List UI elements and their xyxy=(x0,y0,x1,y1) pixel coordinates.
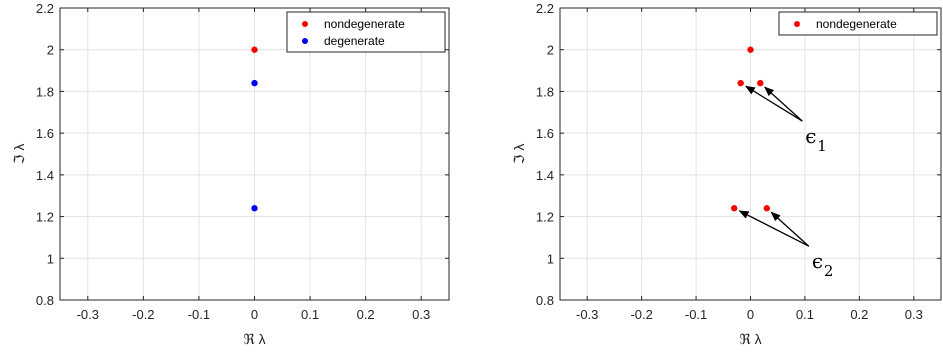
y-tick-label: 1.6 xyxy=(536,126,554,141)
legend-label: nondegenerate xyxy=(324,17,405,31)
epsilon-2-label: ϵ xyxy=(812,249,823,273)
legend-marker xyxy=(794,21,800,27)
data-point xyxy=(747,46,754,53)
x-tick-label: 0.2 xyxy=(357,307,375,322)
legend-marker xyxy=(302,38,308,44)
y-tick-label: 1.2 xyxy=(36,210,54,225)
y-axis-label: ℑ λ xyxy=(511,144,527,165)
epsilon-1-label: ϵ xyxy=(805,124,816,148)
x-tick-label: -0.3 xyxy=(576,307,598,322)
legend: nondegenerate xyxy=(778,11,938,36)
annotation-arrow xyxy=(744,85,803,122)
x-tick-label: 0 xyxy=(251,307,258,322)
y-tick-label: 2.2 xyxy=(36,1,54,16)
y-tick-label: 2.2 xyxy=(536,1,554,16)
x-tick-label: -0.3 xyxy=(77,307,99,322)
legend-box xyxy=(778,11,938,36)
epsilon-subscript-1: 1 xyxy=(817,137,827,155)
y-axis-label: ℑ λ xyxy=(11,144,27,165)
x-tick-label: 0 xyxy=(747,307,754,322)
y-tick-label: 1 xyxy=(547,251,554,266)
legend-label: degenerate xyxy=(324,34,385,48)
x-tick-label: -0.2 xyxy=(132,307,154,322)
y-tick-label: 1 xyxy=(47,251,54,266)
y-tick-label: 1.6 xyxy=(36,126,54,141)
x-tick-label: 0.2 xyxy=(850,307,868,322)
x-tick-label: 0.3 xyxy=(905,307,923,322)
legend-box xyxy=(286,11,446,53)
data-point xyxy=(251,46,258,53)
y-tick-label: 1.8 xyxy=(36,84,54,99)
legend-label: nondegenerate xyxy=(816,17,897,31)
x-axis-label: ℜ λ xyxy=(739,331,761,347)
chart-2: -0.3 -0.2 -0.1 0 0.1 0.2 0.3 0.8 1 1.2 1.4 1.6 1.8 2 2… xyxy=(511,1,942,347)
legend: nondegenerate degenerate xyxy=(286,11,446,53)
x-tick-label: 0.3 xyxy=(412,307,430,322)
y-tick-label: 1.4 xyxy=(536,168,554,183)
data-point xyxy=(763,205,771,212)
data-point xyxy=(251,79,258,87)
x-tick-label: 0.1 xyxy=(796,307,814,322)
data-point xyxy=(730,205,738,212)
y-tick-label: 1.4 xyxy=(36,168,54,183)
y-tick-label: 1.2 xyxy=(536,210,554,225)
data-point xyxy=(757,79,764,87)
annotation-arrow xyxy=(764,86,803,122)
y-tick-label: 0.8 xyxy=(36,293,54,308)
x-axis-label: ℜ λ xyxy=(243,331,265,347)
chart-1: -0.3 -0.2 -0.1 0 0.1 0.2 0.3 0.8 1 1.2 1.4 1.6 1.8 2 2… xyxy=(11,1,450,347)
x-tick-label: 0.1 xyxy=(301,307,319,322)
data-point xyxy=(251,205,258,212)
x-tick-label: -0.1 xyxy=(188,307,210,322)
y-tick-label: 2 xyxy=(547,43,554,58)
annotation-arrow xyxy=(770,211,810,247)
y-tick-label: 1.8 xyxy=(536,84,554,99)
y-tick-label: 2 xyxy=(47,43,54,58)
x-tick-label: -0.2 xyxy=(630,307,652,322)
legend-marker xyxy=(302,21,308,27)
data-point xyxy=(737,79,744,87)
epsilon-subscript-2: 2 xyxy=(824,262,834,280)
y-tick-label: 0.8 xyxy=(536,293,554,308)
x-tick-label: -0.1 xyxy=(685,307,707,322)
annotation-arrow xyxy=(738,210,810,247)
